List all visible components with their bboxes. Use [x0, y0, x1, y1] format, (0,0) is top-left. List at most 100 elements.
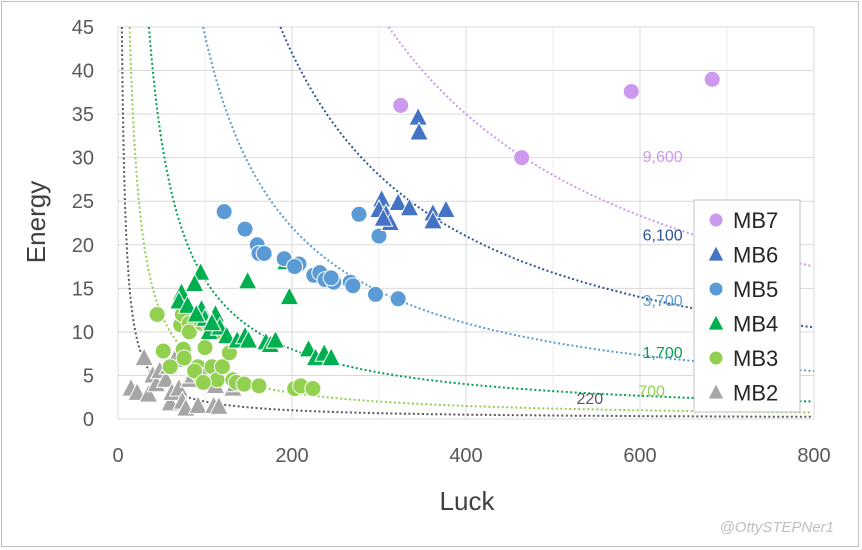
data-point	[422, 210, 443, 230]
curve-label: 6,100	[643, 227, 683, 244]
data-point	[408, 106, 429, 126]
legend-label: MB4	[733, 312, 778, 337]
data-point	[215, 203, 233, 221]
data-point	[237, 270, 258, 290]
data-point	[703, 70, 721, 88]
data-point	[148, 305, 166, 323]
data-point	[196, 339, 214, 357]
curve-label: 1,700	[643, 345, 683, 362]
legend-marker	[707, 382, 725, 400]
data-point	[392, 96, 410, 114]
data-point	[186, 303, 207, 323]
data-point	[235, 375, 253, 393]
iso-curve	[279, 26, 813, 329]
data-point	[238, 329, 259, 349]
x-tick-label: 0	[112, 445, 123, 467]
data-point	[322, 269, 340, 287]
x-axis-label: Luck	[440, 486, 496, 516]
iso-curves: 9,600 6,100 3,700 1,700 700 220	[120, 26, 814, 418]
y-tick-label: 15	[72, 278, 94, 300]
legend-marker	[708, 212, 724, 228]
data-point	[435, 198, 457, 218]
data-point	[161, 358, 179, 376]
legend-label: MB3	[733, 346, 778, 371]
y-tick-label: 25	[72, 191, 94, 213]
iso-curve	[128, 26, 812, 414]
y-tick-label: 35	[72, 104, 94, 126]
legend-marker	[708, 281, 724, 297]
data-point	[154, 342, 172, 360]
data-point	[134, 346, 155, 367]
x-tick-label: 600	[623, 445, 656, 467]
legend-label: MB2	[733, 381, 778, 406]
data-point	[265, 329, 286, 349]
data-point	[208, 395, 229, 415]
iso-curve	[387, 26, 812, 267]
data-point	[370, 227, 388, 245]
data-point	[350, 205, 368, 223]
data-point	[367, 285, 385, 303]
x-tick-label: 200	[275, 445, 308, 467]
data-point	[236, 220, 254, 238]
axis-ticks: 0 5 10 15 20 25 30 35 40 45 0 200 400 600 800	[72, 17, 831, 467]
data-point	[408, 121, 430, 141]
data-point	[177, 294, 198, 314]
data-point	[188, 394, 209, 414]
series-mb6	[368, 106, 457, 232]
curve-label: 3,700	[643, 293, 683, 310]
data-point	[304, 380, 322, 398]
data-point	[155, 368, 176, 388]
data-point	[622, 82, 640, 100]
data-point	[213, 358, 231, 376]
data-point	[388, 191, 409, 212]
data-point	[373, 207, 394, 227]
data-point	[201, 312, 222, 332]
y-tick-label: 40	[72, 61, 94, 83]
data-point	[175, 349, 193, 367]
data-point	[180, 323, 198, 341]
legend-label: MB7	[733, 208, 778, 233]
y-tick-label: 20	[72, 235, 94, 257]
x-tick-label: 400	[449, 445, 482, 467]
curve-label: 9,600	[643, 149, 683, 166]
data-point	[184, 272, 205, 293]
data-point	[389, 290, 407, 308]
legend-box	[693, 199, 801, 413]
data-point	[321, 346, 342, 367]
y-tick-label: 10	[72, 322, 94, 344]
legend-label: MB5	[733, 277, 778, 302]
data-point	[279, 285, 300, 306]
data-point	[255, 244, 273, 262]
legend: MB7 MB6 MB5 MB4 MB3 MB2	[693, 199, 801, 413]
y-tick-label: 30	[72, 148, 94, 170]
series-mb7	[392, 70, 721, 167]
legend-label: MB6	[733, 243, 778, 268]
data-points	[121, 70, 721, 417]
data-point	[513, 149, 531, 167]
plot-border	[117, 26, 815, 420]
legend-marker	[707, 313, 725, 331]
series-mb5	[215, 203, 407, 308]
data-point	[194, 373, 212, 391]
y-axis-label: Energy	[21, 181, 51, 263]
curve-label: 220	[576, 391, 603, 408]
data-point	[286, 258, 304, 276]
data-point	[344, 277, 362, 295]
watermark: @OttySTEPNer1	[719, 519, 834, 536]
x-tick-label: 800	[797, 445, 830, 467]
legend-marker	[707, 244, 725, 262]
y-tick-label: 5	[83, 365, 94, 387]
data-point	[216, 325, 237, 345]
curve-label: 700	[638, 383, 665, 400]
data-point	[186, 362, 204, 380]
data-point	[399, 197, 420, 217]
y-tick-label: 45	[72, 17, 94, 39]
iso-curve	[202, 26, 814, 373]
data-point	[138, 383, 159, 403]
data-point	[127, 381, 148, 401]
y-tick-label: 0	[83, 409, 94, 431]
data-point	[250, 377, 268, 395]
legend-marker	[708, 350, 724, 366]
